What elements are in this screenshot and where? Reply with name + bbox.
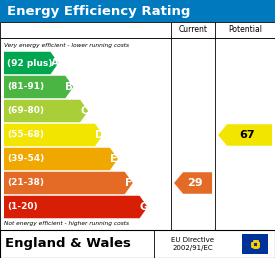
Text: Potential: Potential	[228, 26, 262, 35]
Text: D: D	[95, 130, 103, 140]
Text: A: A	[51, 58, 59, 68]
Polygon shape	[174, 172, 212, 194]
Text: F: F	[125, 178, 132, 188]
Polygon shape	[4, 124, 103, 146]
Text: (81-91): (81-91)	[7, 83, 44, 92]
Text: EU Directive
2002/91/EC: EU Directive 2002/91/EC	[171, 237, 214, 251]
Text: B: B	[65, 82, 73, 92]
Bar	[0, 22, 275, 38]
Text: Current: Current	[178, 26, 208, 35]
Bar	[242, 234, 268, 254]
Text: E: E	[110, 154, 117, 164]
Text: (92 plus): (92 plus)	[7, 59, 52, 68]
Text: 29: 29	[187, 178, 203, 188]
Polygon shape	[4, 100, 88, 122]
Polygon shape	[4, 172, 133, 194]
Polygon shape	[4, 52, 59, 74]
Polygon shape	[218, 124, 272, 146]
Bar	[0, 0, 275, 22]
Polygon shape	[4, 196, 148, 218]
Text: C: C	[80, 106, 88, 116]
Text: Very energy efficient - lower running costs: Very energy efficient - lower running co…	[4, 43, 129, 47]
Text: (69-80): (69-80)	[7, 107, 44, 116]
Bar	[0, 230, 275, 258]
Polygon shape	[4, 76, 73, 98]
Text: 67: 67	[239, 130, 255, 140]
Bar	[0, 38, 275, 230]
Text: Energy Efficiency Rating: Energy Efficiency Rating	[7, 4, 190, 18]
Polygon shape	[4, 148, 118, 170]
Text: (1-20): (1-20)	[7, 203, 38, 212]
Text: (21-38): (21-38)	[7, 179, 44, 188]
Text: England & Wales: England & Wales	[5, 238, 131, 251]
Text: (55-68): (55-68)	[7, 131, 44, 140]
Text: Not energy efficient - higher running costs: Not energy efficient - higher running co…	[4, 222, 129, 227]
Text: (39-54): (39-54)	[7, 155, 44, 164]
Text: G: G	[139, 202, 148, 212]
